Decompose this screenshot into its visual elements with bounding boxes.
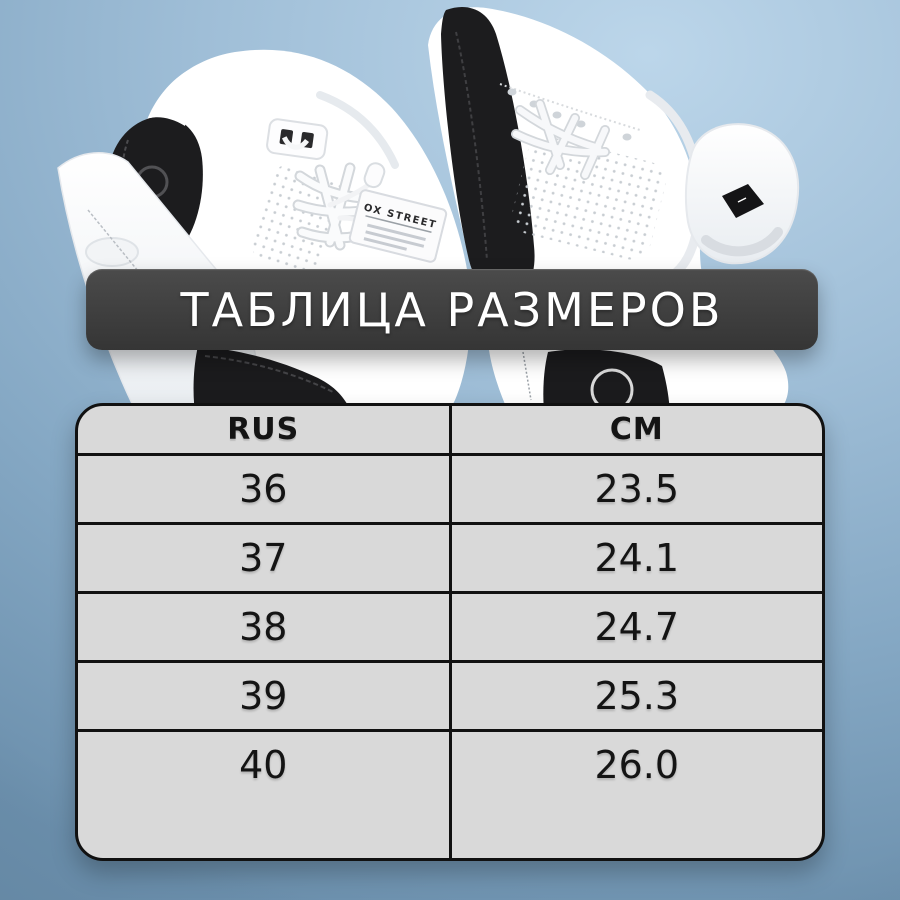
stitching <box>499 83 641 131</box>
left-mudguard-black <box>193 346 354 420</box>
right-sneaker <box>428 7 799 420</box>
collar-opening-edge <box>316 91 399 169</box>
stitching <box>204 355 336 394</box>
table-row: 39 25.3 <box>78 660 822 729</box>
column-header-rus: RUS <box>78 406 452 453</box>
left-sneaker: OX STREET <box>57 49 471 420</box>
sneakers-photo: OX STREET <box>57 7 799 420</box>
table-cell-rus: 39 <box>78 663 452 729</box>
table-cell-empty <box>78 798 452 858</box>
jumpman-mark <box>737 197 747 203</box>
jumpman-tag <box>722 184 764 218</box>
right-mudguard-black <box>543 349 670 420</box>
micro-text-line <box>87 209 153 289</box>
table-empty-row <box>78 798 822 858</box>
laces <box>511 99 610 180</box>
eyelet-plate <box>266 118 329 160</box>
table-row: 36 23.5 <box>78 453 822 522</box>
table-row: 37 24.1 <box>78 522 822 591</box>
micro-text-line <box>522 351 532 401</box>
table-cell-cm: 24.1 <box>594 536 680 580</box>
column-header-cm: CM <box>609 412 664 447</box>
air-unit <box>85 237 139 267</box>
lace-lock <box>363 162 386 189</box>
laces <box>292 162 378 251</box>
sock-roll-shadow <box>701 227 783 257</box>
stitching <box>455 31 488 261</box>
table-cell-empty <box>452 798 823 858</box>
table-header-row: RUS CM <box>78 406 822 453</box>
table-row: 40 26.0 <box>78 729 822 798</box>
size-table-banner: ТАБЛИЦА РАЗМЕРОВ <box>86 269 818 350</box>
hang-tag: OX STREET <box>348 189 448 263</box>
table-cell-cm: 23.5 <box>594 467 680 511</box>
table-cell-rus: 36 <box>78 456 452 522</box>
size-table: RUS CM 36 23.5 37 24.1 38 24.7 39 25.3 40 26.0 <box>75 403 825 861</box>
right-collar-black <box>441 7 535 298</box>
table-cell-cm: 25.3 <box>594 674 680 718</box>
table-row: 38 24.7 <box>78 591 822 660</box>
left-heel-top-white <box>150 56 228 126</box>
table-cell-cm: 26.0 <box>594 743 680 787</box>
table-cell-cm: 24.7 <box>594 605 680 649</box>
table-cell-rus: 38 <box>78 594 452 660</box>
table-cell-rus: 37 <box>78 525 452 591</box>
table-cell-rus: 40 <box>78 732 452 798</box>
banner-title: ТАБЛИЦА РАЗМЕРОВ <box>180 282 724 337</box>
